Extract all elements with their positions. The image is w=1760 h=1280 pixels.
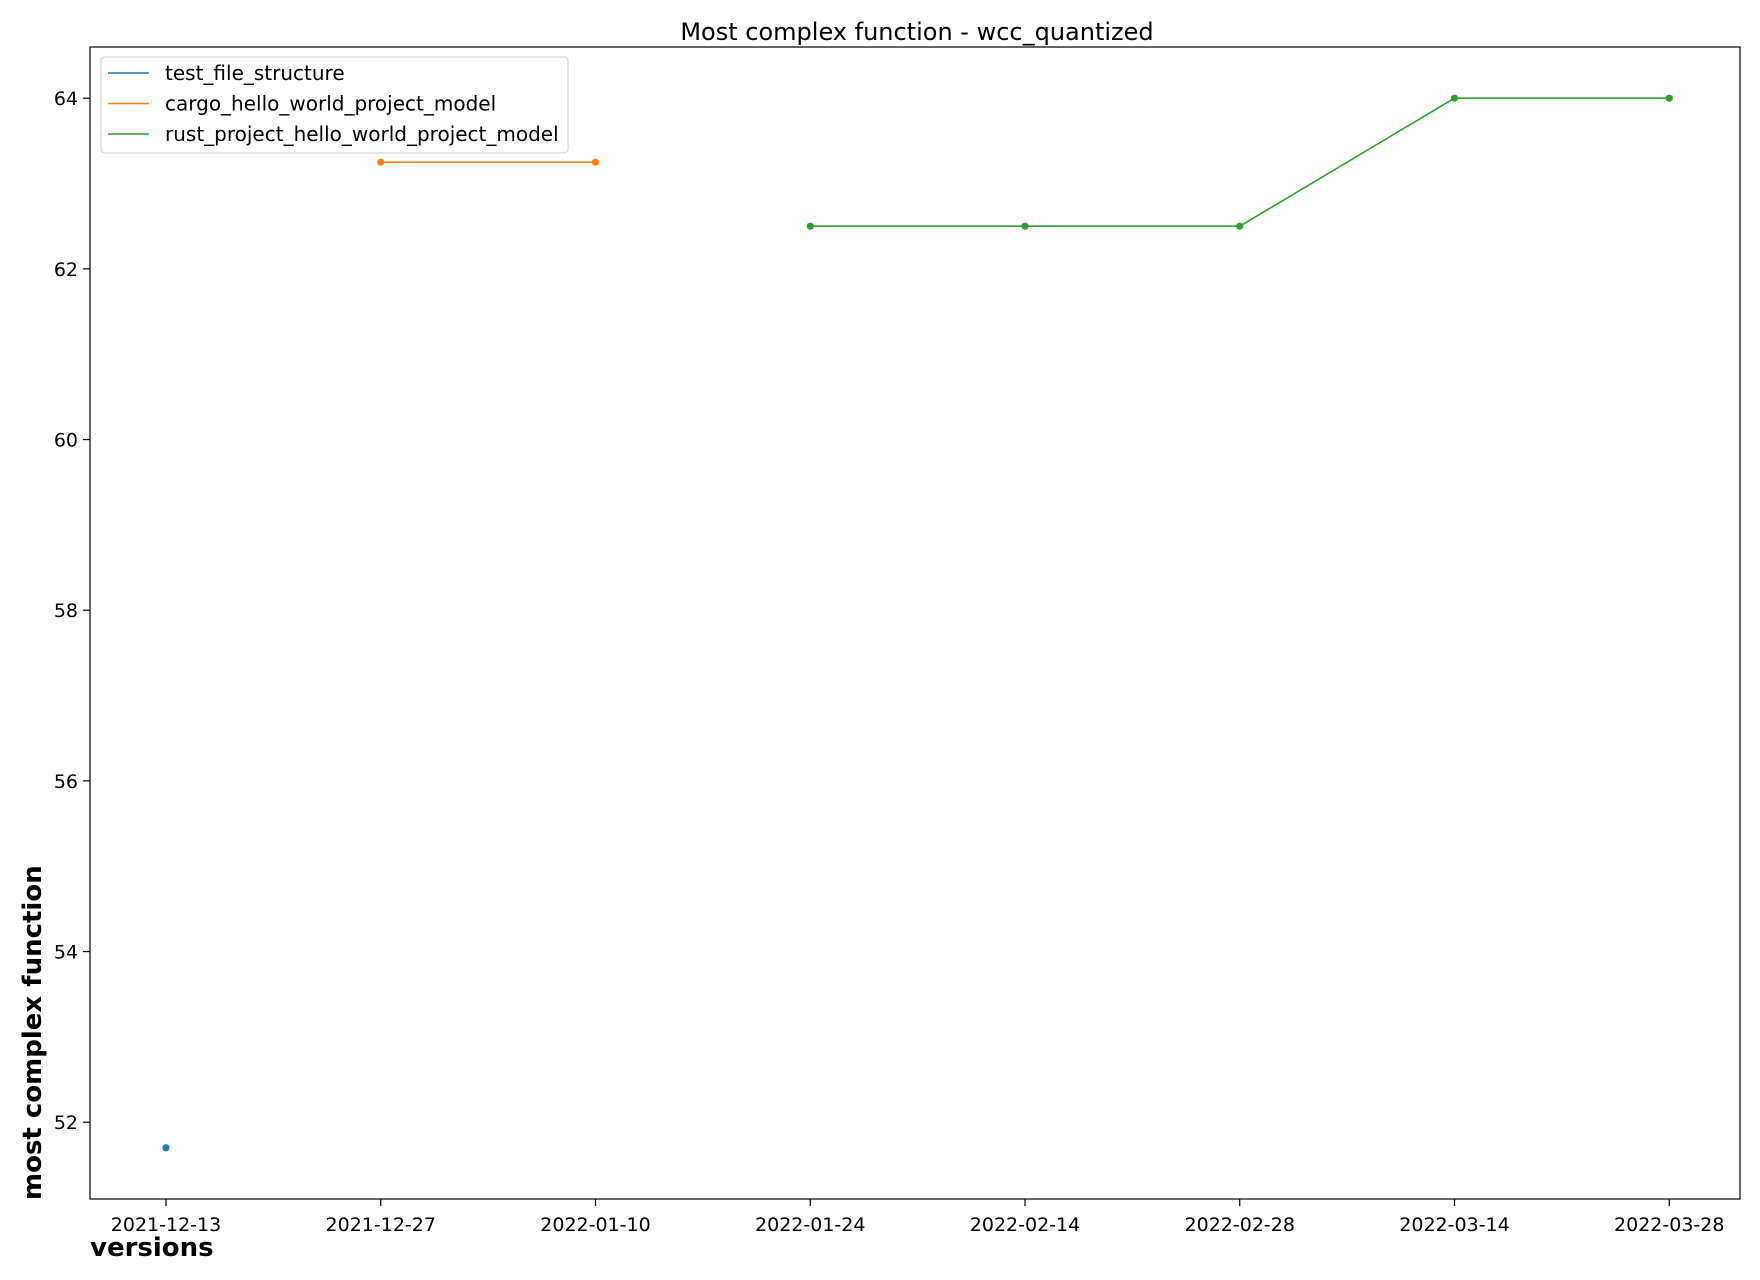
x-tick-label: 2021-12-27 <box>326 1214 436 1236</box>
x-tick-label: 2021-12-13 <box>111 1214 221 1236</box>
y-tick-label: 56 <box>54 771 78 793</box>
data-point <box>377 158 385 166</box>
series-layer <box>162 94 1673 1152</box>
series-test_file_structure <box>162 1144 170 1152</box>
legend-entries: test_file_structure cargo_hello_world_pro… <box>108 61 559 146</box>
x-tick-label: 2022-02-14 <box>970 1214 1080 1236</box>
data-point <box>1665 94 1673 102</box>
y-tick-label: 58 <box>54 600 78 622</box>
data-point <box>162 1144 170 1152</box>
series-rust_project_hello_world_project_model <box>806 94 1673 230</box>
y-tick-label: 52 <box>54 1112 78 1134</box>
x-axis: 2021-12-13 2021-12-27 2022-01-10 2022-01-24… <box>111 1199 1724 1236</box>
y-tick-label: 60 <box>54 430 78 452</box>
legend: test_file_structure cargo_hello_world_pro… <box>100 56 569 154</box>
legend-label: rust_project_hello_world_project_model <box>165 122 559 146</box>
x-tick-label: 2022-03-14 <box>1399 1214 1509 1236</box>
x-axis-label: versions <box>90 1233 214 1263</box>
data-point <box>1450 94 1459 102</box>
y-tick-label: 54 <box>54 942 78 964</box>
y-axis-label: most complex function <box>18 865 48 1200</box>
y-tick-label: 62 <box>54 259 78 281</box>
data-point <box>806 222 814 230</box>
data-point <box>1021 222 1029 230</box>
y-axis: 52 54 56 58 60 62 64 <box>54 88 90 1134</box>
legend-label: test_file_structure <box>165 61 345 85</box>
y-tick-label: 64 <box>54 88 78 110</box>
x-tick-label: 2022-01-10 <box>540 1214 650 1236</box>
data-point <box>1236 222 1244 230</box>
x-tick-label: 2022-03-28 <box>1614 1214 1724 1236</box>
series-cargo_hello_world_project_model <box>377 158 600 166</box>
chart-title: Most complex function - wcc_quantized <box>680 18 1153 46</box>
legend-label: cargo_hello_world_project_model <box>165 92 496 116</box>
legend-box <box>100 56 569 154</box>
data-point <box>591 158 600 166</box>
x-tick-label: 2022-02-28 <box>1185 1214 1295 1236</box>
x-tick-label: 2022-01-24 <box>755 1214 865 1236</box>
plot-area-frame <box>89 46 1741 1200</box>
